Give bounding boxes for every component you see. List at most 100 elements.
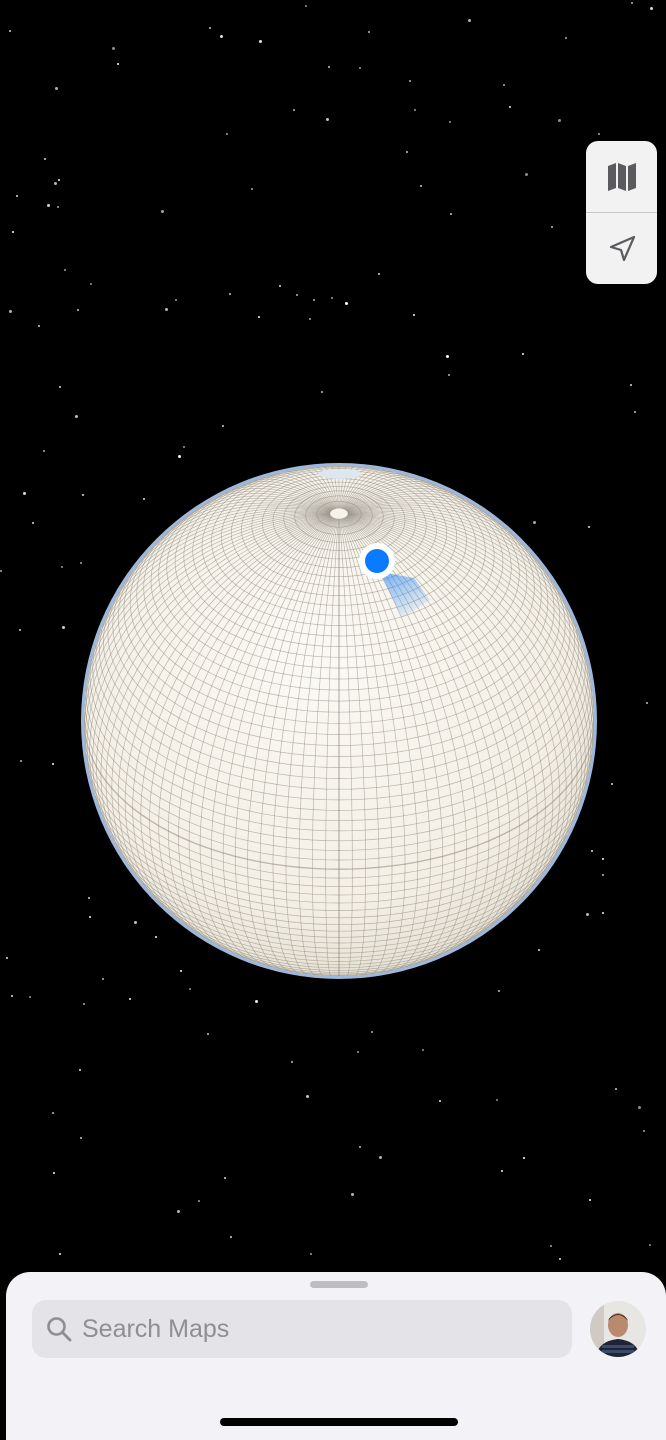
star bbox=[521, 353, 524, 355]
star bbox=[5, 956, 8, 959]
star bbox=[31, 521, 34, 524]
star bbox=[117, 63, 119, 66]
star bbox=[19, 628, 22, 631]
graticule-line bbox=[307, 467, 338, 509]
graticule-line bbox=[345, 488, 465, 511]
graticule-line bbox=[325, 518, 339, 976]
star bbox=[304, 4, 307, 7]
magnifying-glass-icon bbox=[46, 1316, 72, 1342]
graticule-line bbox=[292, 469, 337, 509]
star bbox=[179, 969, 182, 972]
avatar[interactable] bbox=[590, 1301, 646, 1357]
graticule-line bbox=[85, 512, 331, 692]
star bbox=[52, 1111, 55, 1114]
star bbox=[82, 493, 85, 496]
star bbox=[532, 521, 536, 525]
star bbox=[80, 561, 83, 564]
star bbox=[293, 109, 295, 111]
star bbox=[79, 1069, 82, 1072]
graticule-line bbox=[298, 518, 338, 976]
graticule-line bbox=[346, 516, 554, 909]
graticule-line bbox=[300, 468, 338, 509]
graticule-line bbox=[199, 517, 335, 959]
graticule-line bbox=[347, 512, 590, 670]
star bbox=[421, 1049, 424, 1052]
star bbox=[175, 299, 178, 302]
star bbox=[447, 374, 450, 377]
graticule-line bbox=[88, 512, 331, 670]
heading-cone bbox=[380, 572, 430, 618]
star bbox=[601, 857, 604, 860]
user-location-dot[interactable] bbox=[365, 549, 389, 573]
graticule-line bbox=[234, 518, 336, 968]
graticule-line bbox=[347, 514, 592, 787]
bottom-sheet[interactable]: Search Maps bbox=[6, 1272, 666, 1440]
graticule-line bbox=[341, 471, 393, 510]
graticule-line bbox=[346, 516, 546, 918]
star bbox=[161, 210, 165, 214]
graticule-line bbox=[345, 516, 538, 927]
globe-map[interactable] bbox=[78, 460, 600, 982]
star bbox=[615, 1088, 618, 1091]
graticule-line bbox=[259, 518, 337, 972]
graticule-line bbox=[168, 517, 334, 948]
graticule-line bbox=[117, 508, 331, 595]
graticule-line bbox=[85, 513, 331, 766]
star bbox=[61, 625, 65, 629]
graticule-line bbox=[158, 516, 333, 941]
star bbox=[305, 1095, 309, 1099]
star bbox=[326, 117, 330, 121]
star bbox=[320, 390, 323, 393]
star bbox=[90, 283, 93, 286]
star bbox=[356, 1050, 359, 1053]
star bbox=[295, 294, 298, 297]
graticule-line bbox=[231, 483, 334, 510]
graticule-line bbox=[345, 490, 476, 511]
graticule-line bbox=[149, 516, 333, 934]
map-mode-button[interactable] bbox=[586, 141, 657, 212]
graticule-line bbox=[339, 518, 353, 976]
star bbox=[438, 1100, 441, 1102]
graticule-line bbox=[170, 497, 332, 530]
graticule-line bbox=[340, 466, 362, 509]
star bbox=[358, 66, 361, 69]
star bbox=[502, 84, 505, 87]
star bbox=[52, 1171, 55, 1174]
graticule-line bbox=[342, 518, 444, 968]
star bbox=[405, 150, 408, 153]
graticule-line bbox=[89, 514, 331, 808]
graticule-line bbox=[84, 513, 331, 722]
graticule-line bbox=[341, 469, 386, 509]
star bbox=[500, 1169, 503, 1172]
search-input[interactable]: Search Maps bbox=[32, 1300, 572, 1358]
star bbox=[345, 301, 348, 305]
graticule-line bbox=[347, 512, 593, 692]
star bbox=[102, 977, 104, 980]
star bbox=[611, 783, 614, 786]
graticule-line bbox=[342, 517, 456, 966]
star bbox=[642, 1130, 645, 1133]
star bbox=[259, 40, 262, 44]
graticule-line bbox=[260, 476, 335, 510]
current-location-button[interactable] bbox=[586, 213, 657, 284]
graticule-line bbox=[100, 515, 331, 860]
graticule-line bbox=[346, 497, 508, 530]
sheet-grabber[interactable] bbox=[310, 1281, 368, 1288]
star bbox=[57, 179, 60, 181]
globe[interactable] bbox=[78, 460, 600, 982]
star bbox=[278, 284, 281, 287]
star bbox=[312, 298, 315, 301]
graticule-line bbox=[347, 506, 550, 577]
search-placeholder: Search Maps bbox=[82, 1314, 230, 1343]
star bbox=[209, 27, 212, 30]
graticule-line bbox=[285, 471, 337, 510]
graticule-line bbox=[202, 490, 333, 511]
graticule-line bbox=[345, 516, 529, 934]
star bbox=[634, 411, 637, 413]
star bbox=[16, 195, 19, 198]
star bbox=[55, 86, 58, 90]
star bbox=[112, 47, 115, 51]
star bbox=[8, 310, 12, 314]
graticule-line bbox=[272, 518, 338, 974]
